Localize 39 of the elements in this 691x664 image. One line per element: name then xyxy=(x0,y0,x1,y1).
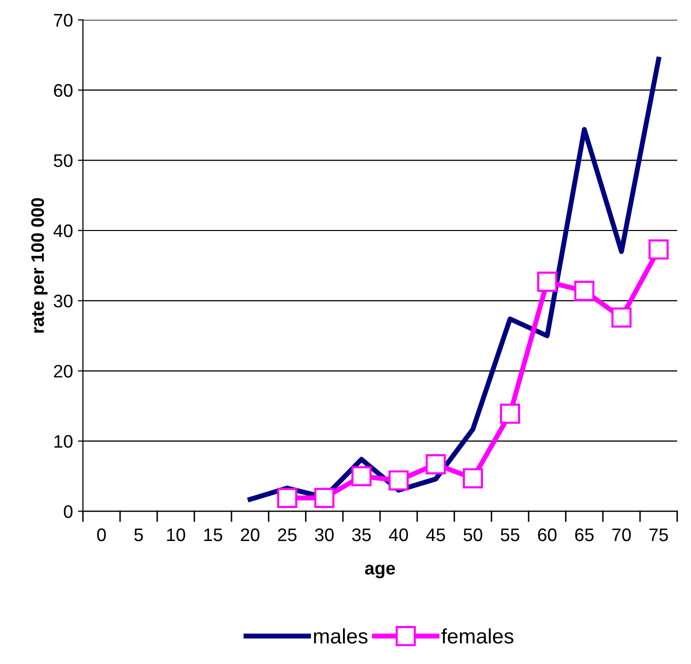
x-tick-label: 50 xyxy=(464,528,482,542)
x-tick-label: 70 xyxy=(612,528,631,542)
y-tick-label: 70 xyxy=(54,14,72,27)
point xyxy=(500,404,520,424)
x-tick-label: 65 xyxy=(575,528,594,542)
x-tick-label: 5 xyxy=(134,528,143,542)
x-tick-label: 20 xyxy=(240,528,260,542)
legend-label: females xyxy=(441,628,514,644)
legend-label: males xyxy=(314,628,368,644)
x-tick-label: 35 xyxy=(352,528,371,542)
x-tick-label: 55 xyxy=(500,528,520,542)
point xyxy=(574,280,594,301)
x-tick-label: 25 xyxy=(278,528,296,542)
y-tick-label: 60 xyxy=(54,84,72,97)
y-tick-label: 30 xyxy=(54,294,72,308)
y-axis-title: rate per 100 000 xyxy=(31,198,48,333)
point xyxy=(537,272,558,292)
y-tick-label: 50 xyxy=(54,154,72,168)
x-tick-label: 15 xyxy=(204,528,222,542)
y-tick-label: 0 xyxy=(64,505,72,518)
x-tick-label: 45 xyxy=(426,528,446,542)
point xyxy=(277,488,298,508)
x-axis-title: age xyxy=(365,564,395,578)
x-tick-label: 10 xyxy=(167,528,186,542)
x-tick-label: 40 xyxy=(388,528,408,542)
y-tick-label: 40 xyxy=(54,224,72,238)
point xyxy=(388,470,409,490)
x-tick-label: 75 xyxy=(649,528,668,542)
x-tick-label: 30 xyxy=(314,528,334,542)
point xyxy=(351,466,372,486)
x-tick-label: 0 xyxy=(97,528,106,542)
y-tick-label: 20 xyxy=(54,364,72,378)
point xyxy=(648,239,669,260)
point xyxy=(314,488,334,508)
y-tick-label: 10 xyxy=(54,435,72,448)
point xyxy=(426,454,446,474)
point xyxy=(462,468,483,488)
x-tick-label: 60 xyxy=(538,528,557,542)
point xyxy=(611,307,632,328)
